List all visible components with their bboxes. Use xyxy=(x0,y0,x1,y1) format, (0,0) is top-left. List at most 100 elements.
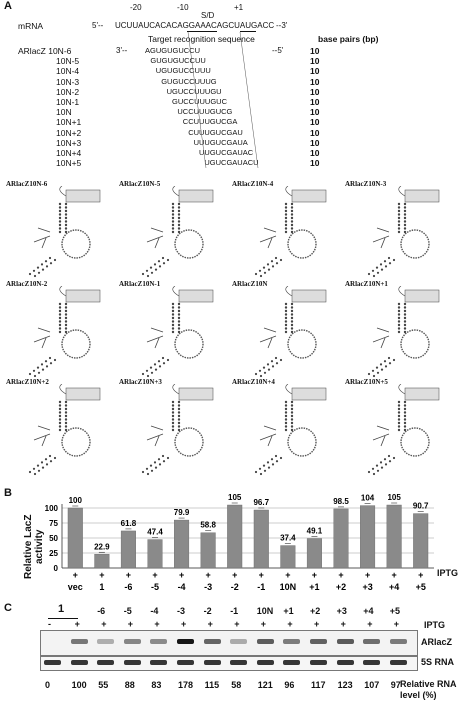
iptg-mark: + xyxy=(312,570,317,580)
iptg-mark: + xyxy=(232,570,237,580)
iptg-mark: - xyxy=(48,619,51,629)
stem-nucleotide xyxy=(290,421,294,425)
iptg-mark: + xyxy=(340,619,346,629)
stem-nucleotide xyxy=(58,202,62,206)
stem-nucleotide xyxy=(290,220,294,223)
stem-nucleotide xyxy=(284,404,288,407)
stem-nucleotide xyxy=(177,202,181,206)
stem-nucleotide xyxy=(171,313,175,316)
5s-band xyxy=(310,660,327,665)
iptg-mark: + xyxy=(314,619,320,629)
category-label: -5 xyxy=(151,582,159,592)
stem-nucleotide xyxy=(177,306,181,309)
iptg-mark: + xyxy=(287,619,293,629)
stem-nucleotide xyxy=(58,209,62,213)
panel-b-letter: B xyxy=(4,487,12,499)
stem-nucleotide xyxy=(290,418,294,421)
internal-loop xyxy=(400,427,430,457)
arlacz-band xyxy=(310,639,327,644)
stem-nucleotide xyxy=(58,425,62,428)
y-tick-label: 75 xyxy=(49,519,58,528)
iptg-mark: + xyxy=(365,570,370,580)
lower-stem-nucleotide xyxy=(28,470,32,474)
stem-nucleotide xyxy=(290,209,294,213)
bar-value-label: 58.8 xyxy=(200,521,216,530)
structure-title: ARlacZ10N xyxy=(232,280,268,288)
lower-stem-nucleotide xyxy=(254,272,258,276)
stem-nucleotide xyxy=(403,306,407,309)
category-label: +2 xyxy=(336,582,346,592)
lower-stem-nucleotide xyxy=(266,461,270,464)
stem-nucleotide xyxy=(171,306,175,309)
sd-underline xyxy=(187,31,217,32)
top-loop xyxy=(59,186,67,197)
bar-value-label: 98.5 xyxy=(333,497,349,506)
stem-nucleotide xyxy=(177,302,181,306)
internal-loop xyxy=(400,329,430,359)
stem-nucleotide xyxy=(171,220,175,223)
stem-nucleotide xyxy=(171,327,175,330)
iptg-mark: + xyxy=(418,570,423,580)
construct-name: 10N+5 xyxy=(56,158,82,169)
lower-stem-nucleotide xyxy=(149,464,153,467)
lower-stem-nucleotide xyxy=(45,365,49,368)
stem-nucleotide xyxy=(397,216,401,220)
stem-nucleotide xyxy=(403,428,407,432)
structure-title: ARlacZ10N+3 xyxy=(119,378,162,386)
lower-stem-nucleotide xyxy=(262,266,266,269)
stem-nucleotide xyxy=(397,313,401,316)
target-seq: UCCUUUGUCG xyxy=(177,107,233,117)
lower-stem-nucleotide xyxy=(279,456,283,460)
stem-nucleotide xyxy=(403,407,407,411)
stem-nucleotide xyxy=(397,400,401,404)
lower-stem-nucleotide xyxy=(379,263,383,266)
position-plus1: +1 xyxy=(234,3,244,12)
rna-secondary-structure xyxy=(28,286,101,378)
stem-nucleotide xyxy=(397,323,401,327)
lower-stem-nucleotide xyxy=(149,366,153,369)
iptg-label-c: IPTG xyxy=(424,620,446,630)
rna-level-value: 121 xyxy=(257,680,273,690)
stem-nucleotide xyxy=(397,421,401,425)
internal-loop xyxy=(400,229,430,259)
iptg-mark: + xyxy=(393,619,400,629)
stem-nucleotide xyxy=(403,220,407,223)
lower-stem-nucleotide xyxy=(53,456,57,460)
iptg-mark: + xyxy=(259,570,264,580)
lane-head: +5 xyxy=(389,606,401,616)
band-5s-label: 5S RNA xyxy=(421,657,455,667)
category-label: -6 xyxy=(124,582,132,592)
bar xyxy=(280,545,296,569)
rna-level-value: 123 xyxy=(337,680,353,690)
lower-stem-nucleotide xyxy=(372,274,376,278)
stem-nucleotide xyxy=(397,309,401,313)
rna-level-value: 97 xyxy=(390,680,401,690)
lower-stem-nucleotide xyxy=(371,467,375,470)
stem-nucleotide xyxy=(290,316,294,320)
stem-nucleotide xyxy=(290,425,294,428)
rna-level-value: 117 xyxy=(311,680,326,690)
stem-nucleotide xyxy=(171,320,175,323)
construct-name: 10N-5 xyxy=(56,56,80,67)
lower-stem-nucleotide xyxy=(254,470,258,474)
lower-stem-nucleotide xyxy=(37,271,41,274)
lane-head: -3 xyxy=(177,606,186,616)
sd-label: S/D xyxy=(201,11,215,20)
side-arm xyxy=(372,327,390,349)
5s-band xyxy=(389,660,407,665)
chart-ylabel: Relative LacZ activity xyxy=(23,514,45,580)
lower-stem-nucleotide xyxy=(259,374,263,378)
iptg-mark: + xyxy=(181,619,187,629)
bar xyxy=(94,554,110,569)
lower-stem-nucleotide xyxy=(146,472,150,476)
lower-stem-nucleotide xyxy=(141,372,145,376)
lower-stem-nucleotide xyxy=(383,260,387,263)
top-hairpin xyxy=(65,289,101,303)
lower-stem-nucleotide xyxy=(37,469,41,472)
lower-stem-nucleotide xyxy=(375,366,379,369)
lower-stem-nucleotide xyxy=(275,460,279,463)
lower-stem-nucleotide xyxy=(275,362,279,365)
top-loop xyxy=(59,384,67,395)
construct-name: 10N+4 xyxy=(56,148,82,158)
stem-nucleotide xyxy=(397,428,401,432)
